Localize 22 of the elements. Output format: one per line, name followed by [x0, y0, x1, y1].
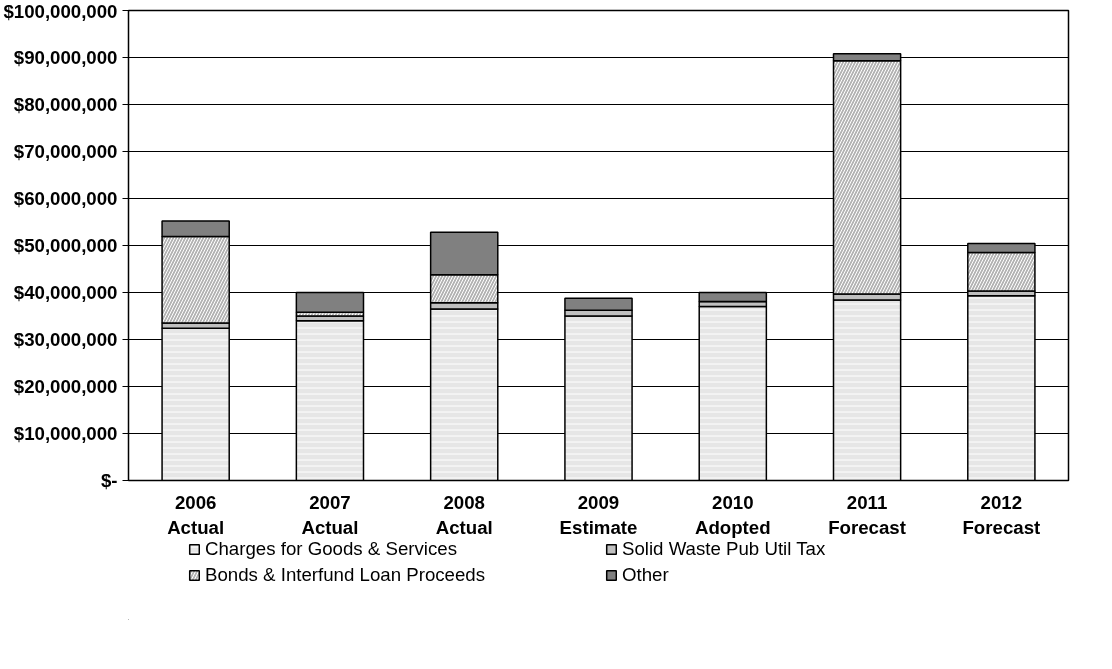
y-tick-label: $50,000,000 [13, 235, 118, 256]
y-tick-label: $20,000,000 [13, 376, 118, 397]
legend-label: Bonds & Interfund Loan Proceeds [205, 564, 487, 586]
x-tick-label: 2007 Actual [301, 491, 359, 538]
y-tick-label: $80,000,000 [13, 94, 118, 115]
y-tick-label: $40,000,000 [13, 282, 118, 303]
legend-label: Charges for Goods & Services [205, 539, 458, 560]
x-tick-label: 2008 Actual [435, 491, 493, 538]
legend-label: Solid Waste Pub Util Tax [622, 539, 827, 560]
x-tick-label: 2010 Adopted [694, 491, 771, 538]
y-tick-label: $10,000,000 [13, 423, 118, 444]
x-tick-label: 2011 Forecast [828, 491, 906, 538]
y-tick-label: $90,000,000 [13, 47, 118, 68]
y-tick-label: $- [100, 470, 118, 491]
y-tick-label: $30,000,000 [13, 329, 118, 350]
x-tick-label: 2006 Actual [167, 491, 225, 538]
x-tick-label: 2009 Estimate [559, 491, 638, 538]
y-tick-label: $60,000,000 [13, 188, 118, 209]
legend-label: Other [622, 564, 670, 586]
y-tick-label: $100,000,000 [3, 0, 118, 22]
y-tick-label: $70,000,000 [13, 141, 118, 162]
x-tick-label: 2012 Forecast [962, 491, 1041, 538]
